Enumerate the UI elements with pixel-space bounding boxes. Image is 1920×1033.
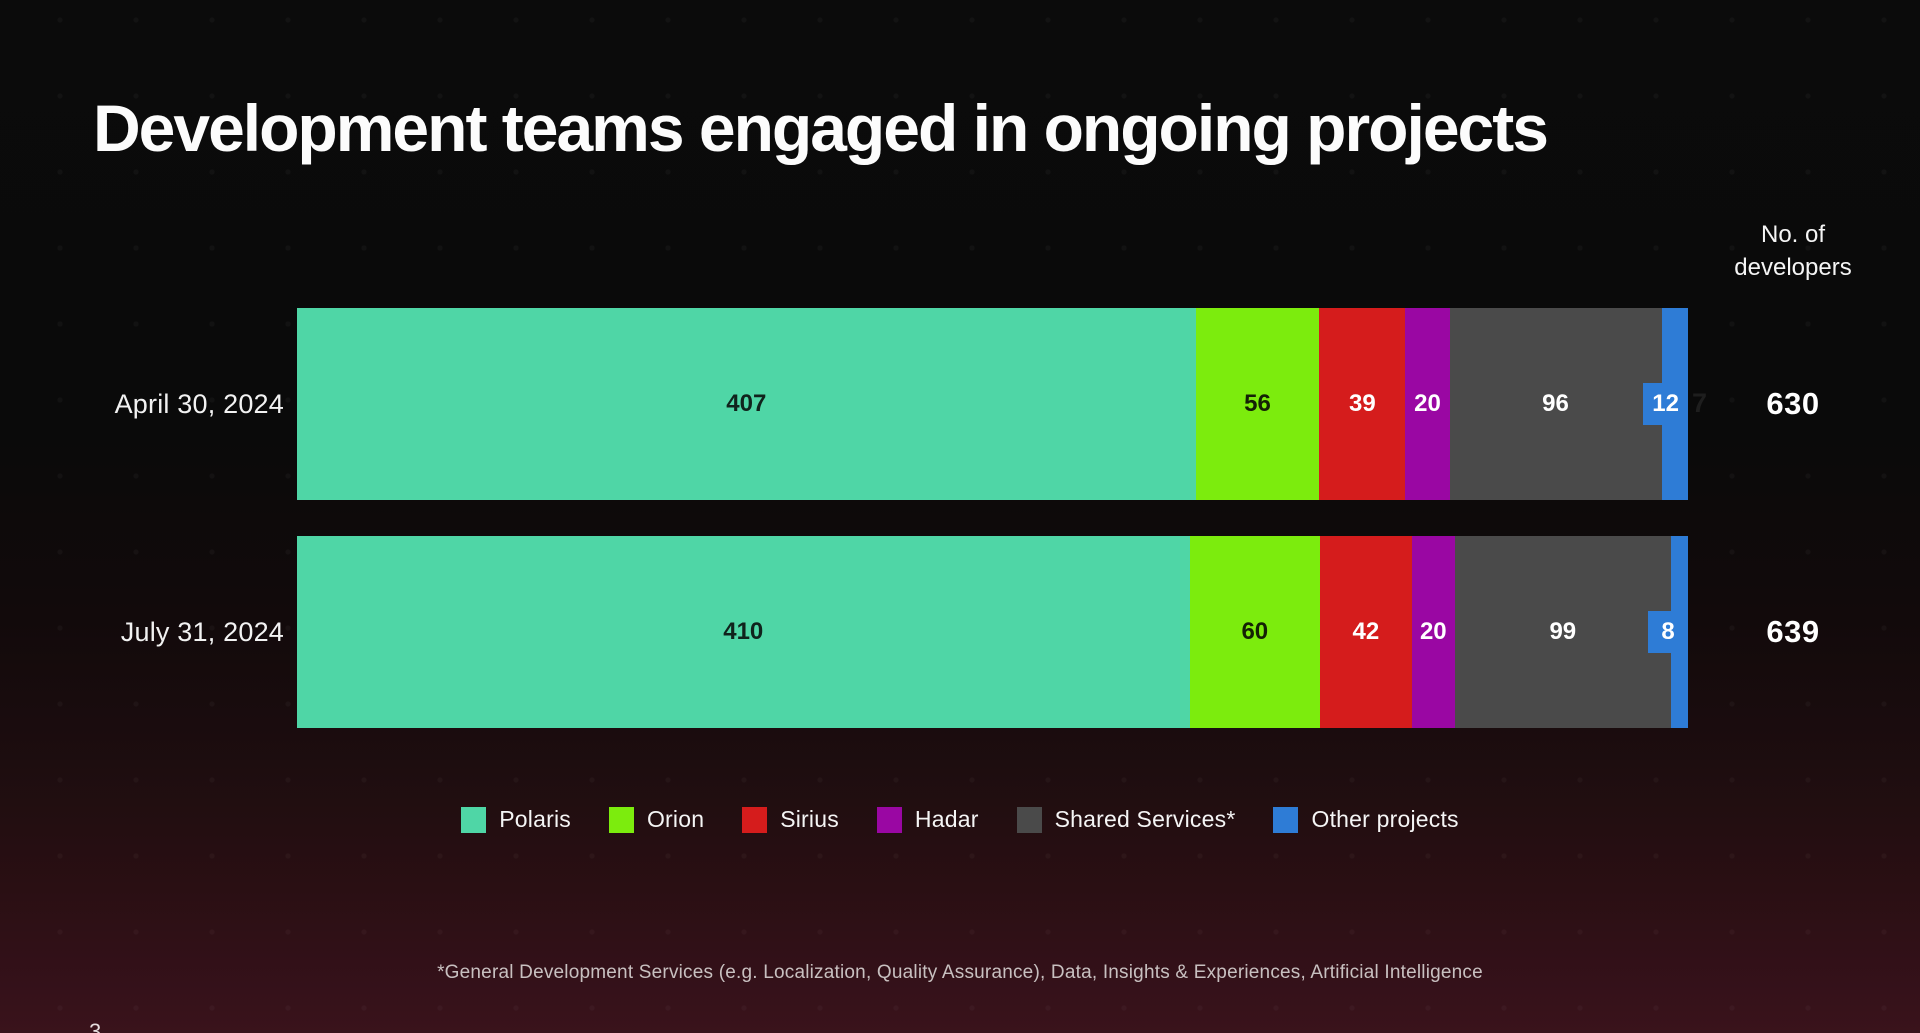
bar-segment-sirius: 42 xyxy=(1320,536,1412,728)
legend-item: Hadar xyxy=(876,806,979,833)
slide-title: Development teams engaged in ongoing pro… xyxy=(93,91,1549,165)
bar-segment-hadar: 20 xyxy=(1411,536,1456,728)
legend-swatch-icon xyxy=(608,806,634,833)
totals-header-line-2: developers xyxy=(1734,254,1852,281)
legend-label: Sirius xyxy=(780,806,839,832)
bar-segment-polaris: 407 xyxy=(297,308,1196,500)
legend-item: Other projects xyxy=(1273,806,1459,833)
legend-item: Sirius xyxy=(742,806,839,833)
bar-segment-orion: 60 xyxy=(1189,536,1321,728)
row-total-value: 630 xyxy=(1766,386,1820,421)
page-number: 3 xyxy=(89,1019,102,1033)
stacked-bar: 407 56 39 20 96 12 xyxy=(297,308,1688,500)
bar-segment-shared-services: 99 xyxy=(1455,536,1671,728)
bar-segment-value-pill: 8 xyxy=(1648,611,1688,653)
row-total-value: 639 xyxy=(1766,614,1820,649)
legend-label: Orion xyxy=(646,806,705,832)
bar-segment-value-pill: 12 xyxy=(1643,383,1688,425)
totals-header-line-1: No. of xyxy=(1760,221,1826,248)
bar-segment-polaris: 410 xyxy=(297,536,1190,728)
legend-item: Orion xyxy=(608,806,705,833)
category-label: April 30, 2024 xyxy=(114,388,284,419)
footnote: *General Development Services (e.g. Loca… xyxy=(437,962,1483,983)
legend-swatch-icon xyxy=(461,806,487,833)
bar-segment-orion: 56 xyxy=(1195,308,1320,500)
legend-swatch-icon xyxy=(742,806,768,833)
legend-swatch-icon xyxy=(1016,806,1042,833)
legend-item: Shared Services* xyxy=(1016,806,1236,833)
bar-segment-shared-services: 96 xyxy=(1449,308,1662,500)
category-label: July 31, 2024 xyxy=(120,616,284,647)
chart-row: April 30, 2024 407 56 39 20 96 12 630 xyxy=(0,308,1920,500)
chart-legend: Polaris Orion Sirius Hadar Shared Services* O… xyxy=(0,806,1920,833)
stray-overflow-label: 7 xyxy=(1692,388,1708,418)
chart-row: July 31, 2024 410 60 42 20 99 8 639 xyxy=(0,536,1920,728)
totals-column-header: No. of developers xyxy=(1700,218,1886,284)
legend-label: Polaris xyxy=(499,806,571,832)
legend-label: Hadar xyxy=(914,806,979,832)
stacked-bar: 410 60 42 20 99 8 xyxy=(297,536,1688,728)
legend-item: Polaris xyxy=(461,806,571,833)
bar-segment-hadar: 20 xyxy=(1405,308,1450,500)
legend-swatch-icon xyxy=(1273,806,1299,833)
legend-label: Shared Services* xyxy=(1054,806,1236,832)
legend-swatch-icon xyxy=(876,806,902,833)
legend-label: Other projects xyxy=(1311,806,1459,832)
bar-segment-sirius: 39 xyxy=(1319,308,1406,500)
